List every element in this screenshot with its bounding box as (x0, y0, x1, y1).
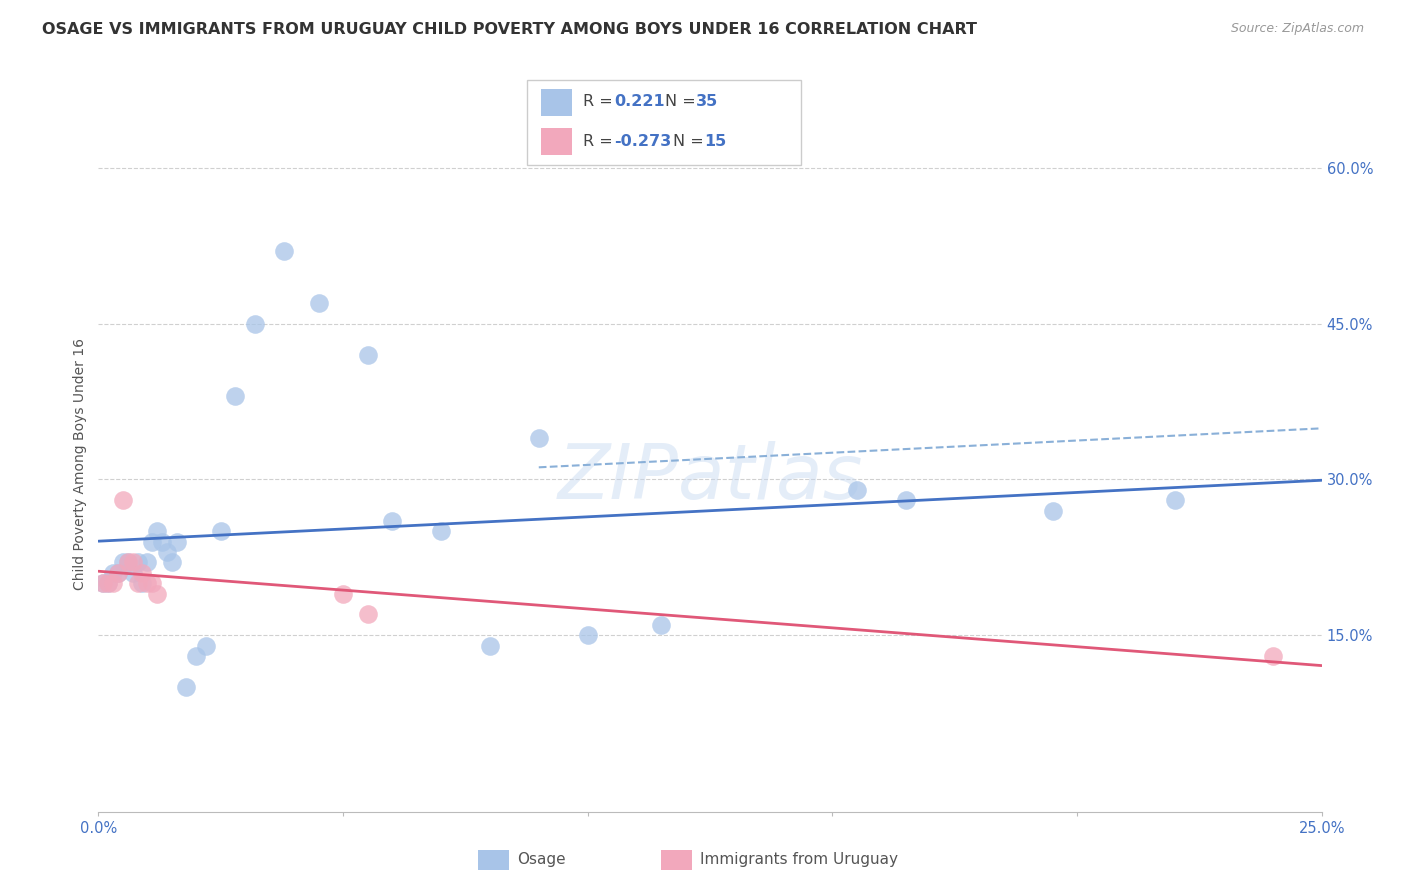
Point (356, 607, 378, 622)
Point (527, 431, 550, 445)
Point (91, 576, 114, 591)
Point (224, 389, 246, 403)
Point (101, 566, 124, 580)
Point (117, 556, 139, 570)
Text: N =: N = (673, 134, 710, 149)
Text: R =: R = (583, 94, 619, 109)
Point (356, 348, 378, 362)
Point (160, 556, 183, 570)
Point (894, 493, 917, 508)
Point (91, 576, 114, 591)
Point (117, 556, 139, 570)
Point (127, 556, 149, 570)
Point (107, 566, 129, 580)
Point (478, 639, 501, 653)
Point (156, 545, 179, 559)
Point (166, 534, 188, 549)
Point (430, 524, 453, 539)
Text: Immigrants from Uruguay: Immigrants from Uruguay (700, 853, 898, 867)
Point (150, 534, 173, 549)
Point (146, 524, 169, 539)
Point (146, 587, 169, 601)
Point (136, 576, 159, 591)
Point (209, 524, 232, 539)
Point (1261, 648, 1284, 663)
Point (195, 639, 218, 653)
Y-axis label: Child Poverty Among Boys Under 16: Child Poverty Among Boys Under 16 (73, 338, 87, 590)
Text: 15: 15 (704, 134, 727, 149)
Point (111, 493, 134, 508)
Point (1164, 493, 1187, 508)
Text: Osage: Osage (517, 853, 567, 867)
Text: R =: R = (583, 134, 619, 149)
Point (243, 317, 266, 331)
Point (97, 576, 120, 591)
Text: 0.221: 0.221 (614, 94, 665, 109)
Point (273, 244, 295, 258)
Text: 35: 35 (696, 94, 718, 109)
Point (131, 566, 153, 580)
Text: N =: N = (665, 94, 702, 109)
Point (141, 576, 163, 591)
Text: ZIPatlas: ZIPatlas (557, 441, 863, 515)
Point (381, 514, 404, 528)
Point (107, 566, 129, 580)
Point (131, 576, 153, 591)
Text: OSAGE VS IMMIGRANTS FROM URUGUAY CHILD POVERTY AMONG BOYS UNDER 16 CORRELATION C: OSAGE VS IMMIGRANTS FROM URUGUAY CHILD P… (42, 22, 977, 37)
Point (176, 680, 198, 694)
Point (121, 566, 143, 580)
Point (121, 556, 143, 570)
Point (97, 576, 120, 591)
Point (332, 587, 354, 601)
Point (308, 296, 330, 310)
Point (186, 648, 208, 663)
Point (576, 628, 599, 642)
Text: -0.273: -0.273 (614, 134, 672, 149)
Point (101, 576, 124, 591)
Point (111, 556, 134, 570)
Point (650, 617, 672, 632)
Text: Source: ZipAtlas.com: Source: ZipAtlas.com (1230, 22, 1364, 36)
Point (136, 556, 159, 570)
Point (141, 534, 163, 549)
Point (845, 483, 868, 497)
Point (127, 576, 149, 591)
Point (1042, 503, 1064, 517)
